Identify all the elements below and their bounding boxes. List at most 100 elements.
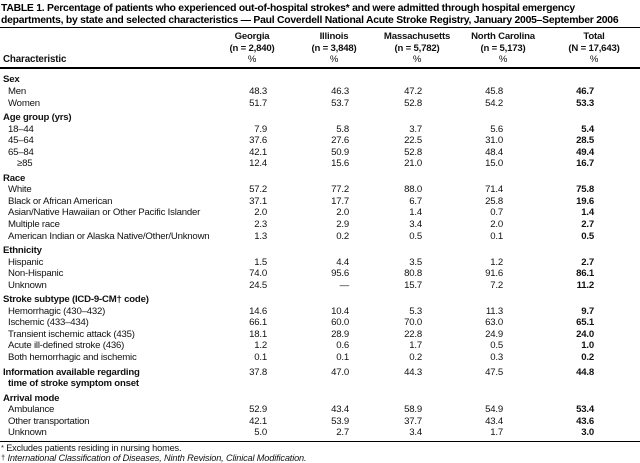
cell-value: 16.7	[576, 158, 594, 170]
table-row: Men 48.3 46.3 47.2 45.8 46.7	[0, 86, 640, 98]
table-row: Race	[0, 170, 640, 185]
footnote-asterisk: * Excludes patients residing in nursing …	[1, 442, 182, 453]
cell-value	[292, 393, 376, 405]
cell-value: 43.6	[576, 415, 594, 427]
cell-value	[292, 294, 376, 306]
row-label: 45–64	[8, 135, 34, 147]
cell-value: 5.4	[581, 123, 594, 135]
cell-value	[458, 393, 548, 405]
cell-value	[548, 393, 640, 405]
cell-value	[458, 294, 548, 306]
row-label: White	[8, 184, 32, 196]
cell-value: 18.1	[249, 328, 267, 340]
cell-value: 7.9	[254, 123, 267, 135]
cell-value	[212, 393, 292, 405]
cell-value: 0.2	[336, 230, 349, 242]
cell-value: 66.1	[249, 317, 267, 329]
table-row: Acute ill-defined stroke (436) 1.2 0.6 1.7 0…	[0, 340, 640, 352]
table-row: ≥85 12.4 15.6 21.0 15.0 16.7	[0, 158, 640, 170]
cell-value: 1.4	[581, 207, 594, 219]
cell-value: 0.7	[490, 207, 503, 219]
cell-value: 4.4	[336, 256, 349, 268]
cell-value: 15.7	[404, 279, 422, 291]
cell-value: 58.9	[404, 404, 422, 416]
cell-value: 60.0	[331, 317, 349, 329]
row-label: Men	[8, 85, 27, 97]
cell-value	[212, 294, 292, 306]
table-row: White 57.2 77.2 88.0 71.4 75.8	[0, 184, 640, 196]
cell-value: 17.7	[331, 195, 349, 207]
cell-value: 19.6	[576, 195, 594, 207]
cell-value: 22.5	[404, 135, 422, 147]
cell-value: 37.1	[249, 195, 267, 207]
cell-value: 0.5	[581, 230, 594, 242]
table-row: Black or African American 37.1 17.7 6.7 25.8…	[0, 196, 640, 208]
footnote-dagger: † International Classification of Diseas…	[1, 453, 307, 463]
cell-value	[376, 393, 458, 405]
table-row: Transient ischemic attack (435) 18.1 28.9 2…	[0, 329, 640, 341]
row-label: Age group (yrs)	[3, 112, 72, 124]
cell-value: 47.5	[485, 366, 503, 378]
cell-value: 51.7	[249, 97, 267, 109]
cell-value: 43.4	[331, 404, 349, 416]
row-label: Hemorrhagic (430–432)	[8, 305, 106, 317]
cell-value: 44.8	[576, 366, 594, 378]
cell-value	[212, 112, 292, 124]
row-label: Stroke subtype (ICD-9-CM† code)	[3, 294, 149, 306]
cell-value: 88.0	[404, 184, 422, 196]
table-row: American Indian or Alaska Native/Other/U…	[0, 231, 640, 243]
cell-value	[458, 173, 548, 185]
cell-value: 45.8	[485, 85, 503, 97]
row-label: Ethnicity	[3, 245, 42, 257]
cell-value: 53.4	[576, 404, 594, 416]
cell-value: 0.1	[490, 230, 503, 242]
row-label: Unknown	[8, 427, 47, 439]
table-row: Information available regarding time of s…	[0, 364, 640, 390]
row-label: Women	[8, 97, 40, 109]
cell-value: 50.9	[331, 146, 349, 158]
cell-value: 24.9	[485, 328, 503, 340]
row-label: 65–84	[8, 146, 34, 158]
cell-value: 70.0	[404, 317, 422, 329]
row-label: Unknown	[8, 279, 47, 291]
cell-value	[548, 112, 640, 124]
cell-value: 54.9	[485, 404, 503, 416]
cell-value: 5.8	[336, 123, 349, 135]
cell-value: 5.6	[490, 123, 503, 135]
dagger-mark: †	[1, 453, 6, 463]
cell-value: 5.3	[409, 305, 422, 317]
cell-value: 42.1	[249, 146, 267, 158]
cell-value: 22.8	[404, 328, 422, 340]
cell-value: 1.7	[490, 427, 503, 439]
cell-value: 37.8	[249, 366, 267, 378]
cell-value: 77.2	[331, 184, 349, 196]
cell-value: 11.3	[485, 305, 503, 317]
cell-value: 46.3	[331, 85, 349, 97]
cell-value	[376, 294, 458, 306]
cell-value: 1.4	[409, 207, 422, 219]
column-header-massachusetts: Massachusetts (n = 5,782) %	[383, 31, 451, 65]
cell-value: 47.2	[404, 85, 422, 97]
row-label: Hispanic	[8, 256, 44, 268]
cell-value: 3.7	[409, 123, 422, 135]
column-header-illinois: Illinois (n = 3,848) %	[311, 31, 357, 65]
cell-value: 3.4	[409, 218, 422, 230]
cell-value: 49.4	[576, 146, 594, 158]
cell-value: 0.3	[490, 351, 503, 363]
cell-value: 80.8	[404, 268, 422, 280]
cell-value: 53.3	[576, 97, 594, 109]
table-header-row: Characteristic Georgia (n = 2,840) % Ill…	[0, 27, 640, 70]
cell-value	[292, 74, 376, 86]
cell-value: 25.8	[485, 195, 503, 207]
table-row: 45–64 37.6 27.6 22.5 31.0 28.5	[0, 135, 640, 147]
cell-value: 10.4	[331, 305, 349, 317]
cell-value	[212, 245, 292, 257]
cell-value	[292, 173, 376, 185]
cell-value	[376, 74, 458, 86]
cell-value: 2.0	[490, 218, 503, 230]
row-label: American Indian or Alaska Native/Other/U…	[8, 230, 210, 242]
cell-value: 57.2	[249, 184, 267, 196]
cell-value: 2.7	[336, 427, 349, 439]
cell-value: 71.4	[485, 184, 503, 196]
